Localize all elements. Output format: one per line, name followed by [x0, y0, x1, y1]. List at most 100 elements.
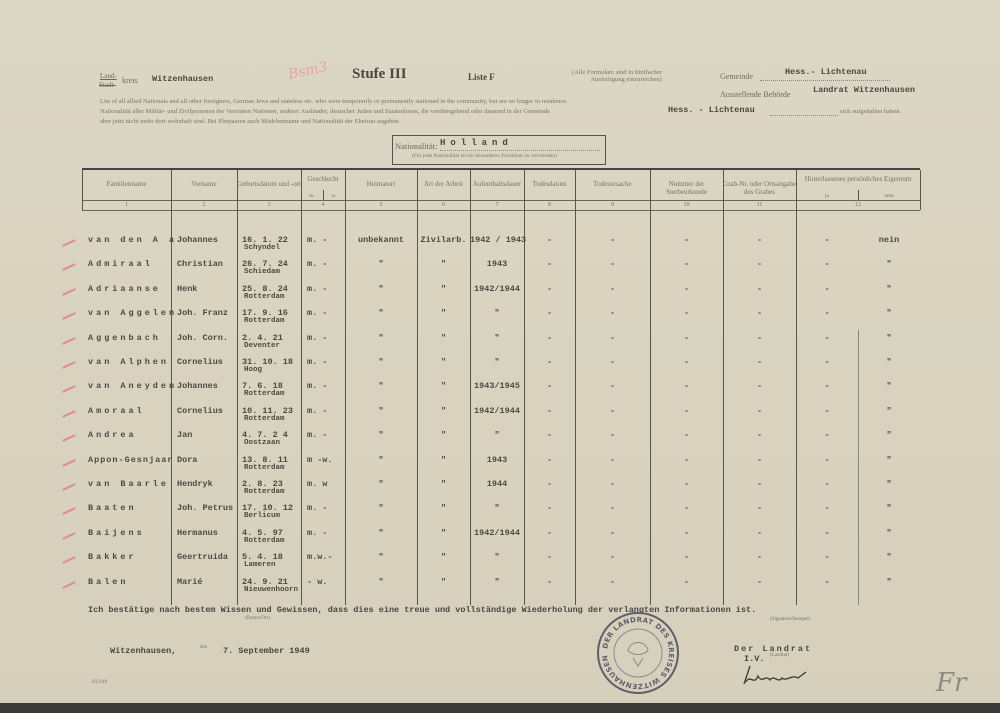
column-header: Hinterlassenes persönliches Eigentum	[804, 175, 912, 183]
column-subheader: m.	[309, 193, 315, 199]
first-name: Jan	[177, 430, 193, 441]
column-number: 1	[125, 202, 128, 208]
death: -	[546, 405, 553, 416]
signer-sub: I.V.	[744, 654, 765, 664]
birth-place: Hoog	[244, 366, 263, 374]
column-divider	[650, 170, 651, 605]
grave: -	[756, 503, 763, 514]
sex: m. -	[307, 527, 328, 538]
table-header-rule	[82, 200, 920, 201]
first-name: Christian	[177, 259, 223, 270]
nationality-value: Holland	[440, 138, 513, 148]
birth-date: 17. 9. 16	[242, 308, 288, 319]
first-name: Joh. Corn.	[177, 332, 229, 343]
death: -	[546, 454, 553, 465]
cert: -	[683, 552, 690, 563]
property-nein: "	[886, 576, 892, 587]
first-name: Dora	[177, 454, 198, 465]
property-ja: -	[824, 576, 830, 587]
cause: -	[609, 503, 616, 514]
stay: "	[494, 552, 500, 563]
first-name: Henk	[177, 283, 198, 294]
work: "	[440, 283, 447, 294]
column-divider	[796, 170, 797, 605]
sex: m -w.	[307, 454, 333, 465]
birth-place: Schiedam	[244, 268, 281, 277]
first-name: Joh. Petrus	[177, 503, 234, 514]
column-divider	[345, 170, 346, 605]
column-subdivider	[323, 190, 324, 200]
pencil-initial: Fr	[936, 668, 967, 698]
surname: Baijens	[88, 527, 145, 538]
birth-place: Schyndel	[244, 244, 281, 252]
home: "	[378, 527, 384, 538]
grave: -	[756, 479, 763, 489]
signer-sub-hint: (Landrat)	[770, 653, 789, 658]
sex: - w.	[307, 576, 328, 587]
cause: -	[609, 527, 616, 538]
home: "	[378, 259, 384, 270]
column-number: 5	[379, 202, 383, 208]
stamp-eagle-emblem	[613, 628, 663, 678]
death: -	[546, 503, 553, 514]
death: -	[546, 479, 553, 489]
birth-place: Rotterdam	[244, 463, 285, 472]
kreis-prefix-land: Land-	[100, 72, 117, 80]
birth-date: 16. 1. 22	[242, 235, 288, 245]
cause: -	[609, 259, 616, 270]
declaration: Ich bestätige nach bestem Wissen und Gew…	[88, 605, 757, 615]
birth-date: 25. 8. 24	[242, 283, 288, 294]
kreis-label: kreis	[122, 76, 138, 85]
first-name: Johannes	[177, 235, 218, 245]
grave: -	[756, 381, 763, 392]
sex: m. -	[307, 259, 328, 270]
birth-date: 4. 7. 2 4	[242, 430, 288, 441]
surname: Adriaanse	[88, 283, 161, 294]
column-subdivider	[858, 330, 859, 605]
birth-date: 31. 10. 18	[242, 357, 294, 367]
death: -	[546, 552, 553, 563]
work: "	[440, 527, 447, 538]
work: "	[440, 479, 447, 489]
birth-place: Berlicum	[244, 512, 281, 521]
home: "	[378, 552, 384, 563]
birth-date: 13. 8. 11	[242, 454, 288, 465]
cert: -	[683, 259, 690, 270]
column-divider	[575, 170, 576, 605]
birth-date: 17. 10. 12	[242, 503, 294, 514]
ort-suffix: sich aufgehalten haben.	[840, 108, 902, 115]
grave: -	[756, 527, 763, 538]
work: "	[440, 503, 447, 514]
cause: -	[609, 381, 616, 392]
cause: -	[609, 357, 616, 367]
first-name: Cornelius	[177, 357, 223, 367]
column-header: Art der Arbeit	[423, 180, 464, 188]
property-nein: "	[886, 503, 892, 514]
column-divider	[82, 170, 83, 210]
first-name: Hermanus	[177, 527, 218, 538]
surname: van Aggelen	[88, 308, 178, 319]
date: 7. September 1949	[223, 646, 310, 656]
sex: m. -	[307, 235, 328, 245]
column-header: Nummer der Sterbeurkunde	[666, 180, 707, 196]
column-number: 11	[756, 202, 763, 208]
column-number: 8	[548, 202, 551, 208]
birth-place: Rotterdam	[244, 317, 285, 326]
grave: -	[756, 552, 763, 563]
handwritten-signature	[743, 665, 807, 685]
surname: Aggenbach	[88, 332, 161, 343]
sex: m. -	[307, 405, 328, 416]
official-stamp: DER LANDRAT DES KREISES WITZENHAUSEN	[597, 612, 679, 694]
kreis-value: Witzenhausen	[152, 74, 214, 84]
birth-date: 24. 9. 21	[242, 576, 288, 587]
column-divider	[171, 170, 172, 605]
sex: m. -	[307, 430, 328, 441]
cause: -	[609, 308, 616, 319]
column-number: 9	[611, 202, 614, 208]
sex: m. -	[307, 503, 328, 514]
stay: "	[494, 503, 500, 514]
surname: Bakker	[88, 552, 137, 563]
grave: -	[756, 430, 763, 441]
stay: 1942/1944	[474, 283, 520, 294]
work: "	[440, 381, 447, 392]
